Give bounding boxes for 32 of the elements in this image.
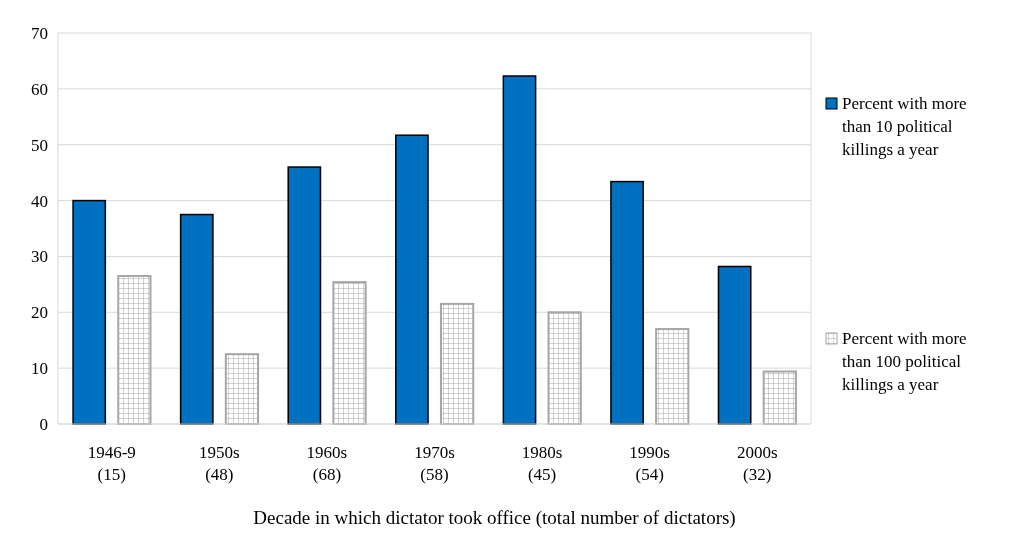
x-tick-label: 1980s (45): [521, 443, 563, 484]
y-tick-label: 20: [31, 303, 48, 323]
bar: [655, 328, 690, 425]
y-tick-label: 50: [31, 135, 48, 155]
x-tick-label: 1990s (54): [629, 443, 670, 484]
bar: [717, 265, 752, 425]
bar: [502, 75, 537, 425]
y-tick-label: 60: [31, 79, 48, 99]
y-tick-label: 30: [31, 247, 48, 267]
bar: [117, 274, 152, 425]
bar: [547, 311, 582, 425]
x-tick-label: 1946-9 (15): [87, 443, 136, 484]
y-tick-label: 0: [39, 414, 48, 434]
bar: [287, 166, 322, 425]
y-tick-label: 70: [31, 23, 48, 43]
bar: [395, 134, 429, 425]
y-tick-label: 10: [31, 359, 48, 379]
x-tick-label: 1960s (68): [306, 443, 348, 484]
bar: [72, 199, 107, 425]
bar: [439, 302, 475, 425]
bar: [762, 370, 797, 425]
bar: [332, 281, 367, 425]
bar: [179, 213, 214, 425]
legend-label: Percent with more than 10 political killings a year: [842, 94, 967, 159]
legend-label: Percent with more than 100 political killings a year: [842, 329, 967, 394]
x-tick-label: 2000s (32): [736, 443, 778, 484]
x-tick-label: 1970s (58): [414, 443, 455, 484]
bar: [610, 180, 644, 425]
x-tick-label: 1950s (48): [199, 443, 240, 484]
x-axis-title: Decade in which dictator took office (total number of dictators): [253, 507, 736, 529]
y-tick-label: 40: [31, 191, 48, 211]
bar: [224, 353, 260, 425]
